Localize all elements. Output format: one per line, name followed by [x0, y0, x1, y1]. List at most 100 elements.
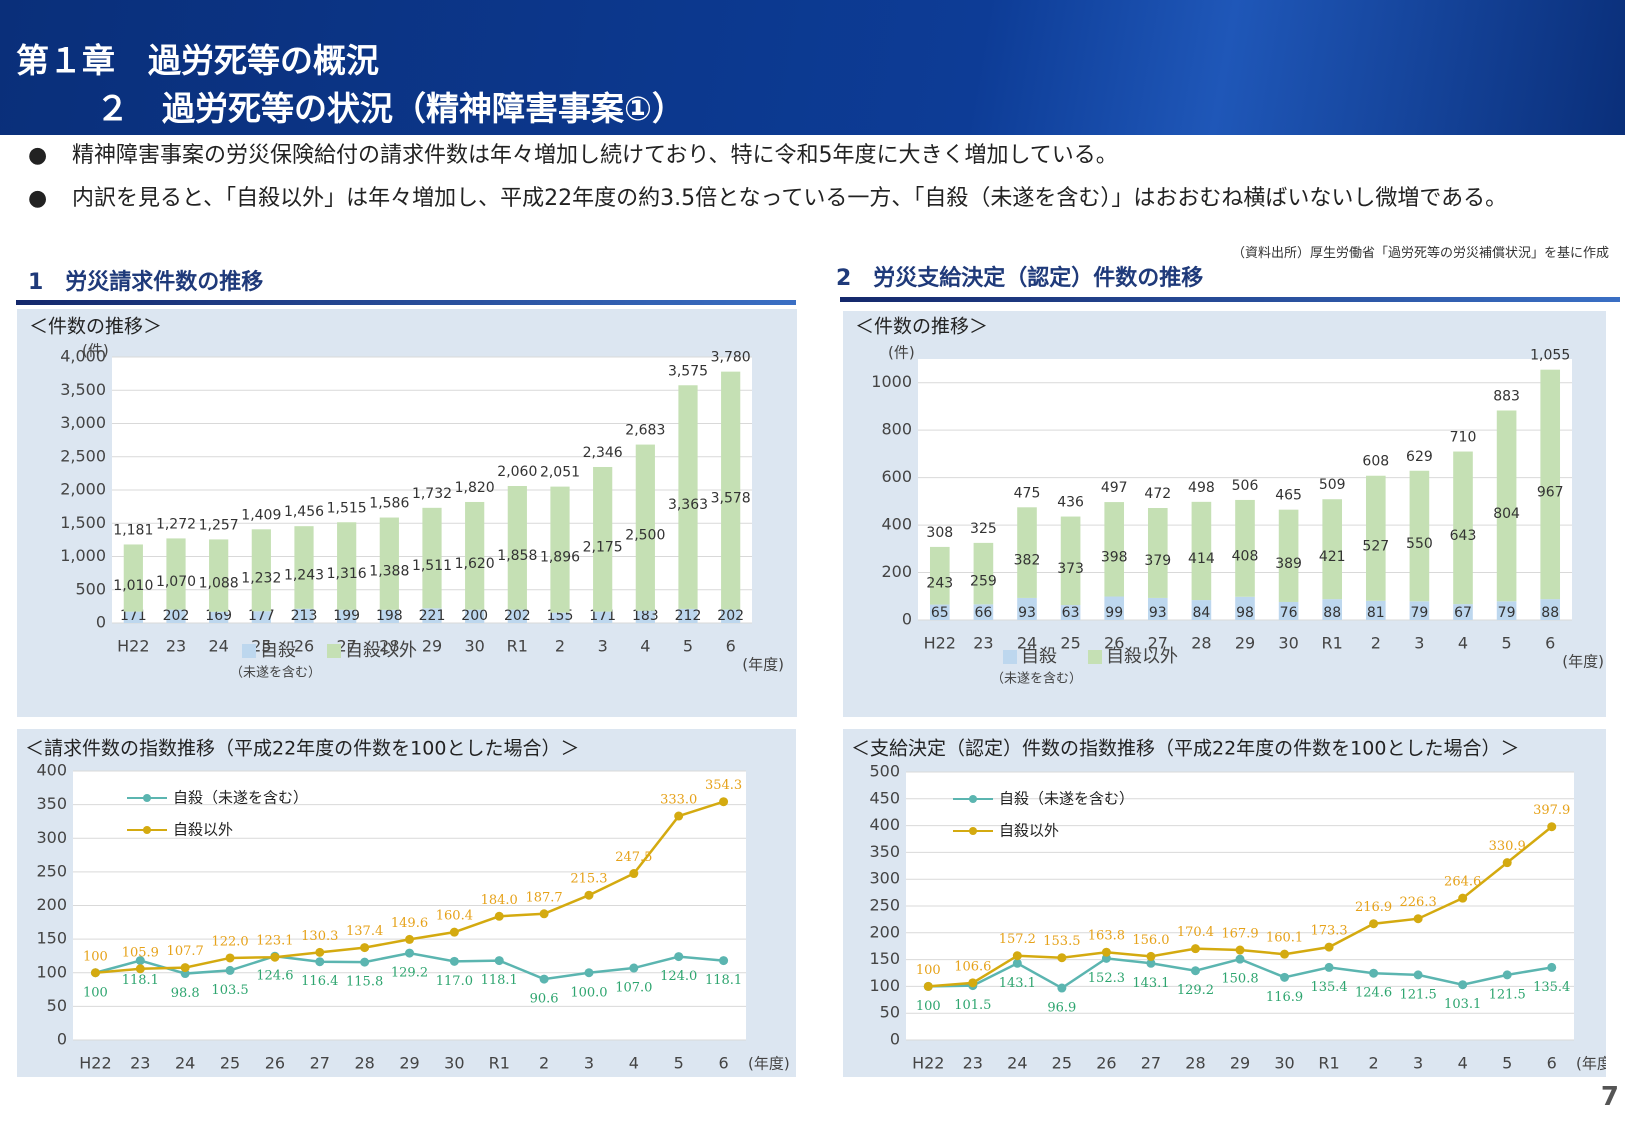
bar-value-label: 213	[291, 608, 318, 624]
bar-segment	[1278, 509, 1299, 602]
bar-segment	[166, 538, 186, 610]
bar-segment	[721, 371, 741, 610]
bar-value-label: 550	[1406, 536, 1433, 552]
bar-segment	[1278, 601, 1299, 620]
x-tick-label: 28	[1191, 634, 1211, 653]
line-point	[923, 981, 933, 991]
chart: ＜請求件数の指数推移（平成22年度の件数を100とした場合）＞ 0 50 100 150…	[17, 729, 796, 1077]
bar-value-label: 183	[632, 608, 659, 624]
bar-value-label: 99	[1105, 605, 1123, 621]
bar-segment	[1060, 516, 1081, 606]
bar-segment	[973, 542, 994, 605]
bar-segment	[1235, 499, 1255, 597]
point-value-label: 100.0	[570, 985, 607, 1000]
bar-value-label: 1,511	[412, 558, 452, 574]
bar-value-label: 202	[504, 608, 531, 624]
bar-value-label: 967	[1537, 484, 1564, 500]
y-tick-label: 2,000	[60, 480, 106, 499]
line-point	[1413, 914, 1423, 924]
bar-value-label: 527	[1362, 538, 1389, 554]
line-point	[719, 956, 729, 966]
bar-value-label: 2,500	[625, 528, 665, 544]
line-point	[584, 890, 594, 900]
header-subtitle: ２ 過労死等の状況（精神障害事案①）	[96, 89, 685, 128]
chart: ＜支給決定（認定）件数の指数推移（平成22年度の件数を100とした場合）＞ 0 50…	[843, 729, 1606, 1077]
line-point	[1101, 947, 1111, 957]
point-value-label: 107.7	[167, 944, 204, 959]
y-tick-label: 350	[869, 842, 900, 861]
bar-segment	[422, 608, 442, 623]
bar-total-label: 3,575	[668, 363, 708, 379]
bar-total-label: 497	[1101, 480, 1128, 496]
point-value-label: 150.8	[1221, 972, 1258, 987]
line-point	[1413, 970, 1423, 980]
line-point	[405, 934, 414, 944]
y-tick-label: 0	[96, 613, 106, 632]
point-value-label: 264.6	[1444, 875, 1481, 890]
bar-segment	[1017, 507, 1037, 598]
point-value-label: 216.9	[1355, 900, 1392, 915]
line-point	[674, 811, 684, 821]
y-unit: (件)	[82, 342, 109, 360]
x-tick-label: 30	[1278, 634, 1298, 653]
line-point	[1190, 966, 1200, 976]
x-tick-label: 6	[718, 1054, 728, 1073]
x-unit: (年度)	[1576, 1055, 1606, 1073]
bar-segment	[1540, 599, 1561, 620]
bar-segment	[1104, 502, 1125, 597]
point-value-label: 121.5	[1400, 987, 1437, 1002]
x-tick-label: R1	[507, 637, 528, 656]
point-value-label: 330.9	[1489, 839, 1526, 854]
line-point	[674, 952, 684, 962]
line-point	[539, 974, 549, 984]
y-tick-label: 1000	[871, 372, 912, 391]
point-value-label: 124.0	[660, 969, 697, 984]
bar-segment	[1540, 369, 1561, 600]
bar-value-label: 379	[1144, 553, 1171, 569]
chart-subtitle: ＜請求件数の指数推移（平成22年度の件数を100とした場合）＞	[25, 738, 579, 760]
section-underline	[16, 300, 796, 305]
bar-segment	[294, 526, 314, 609]
bar-total-label: 1,586	[369, 496, 409, 512]
point-value-label: 103.1	[1444, 997, 1481, 1012]
bar-segment	[1147, 508, 1168, 598]
point-value-label: 100	[916, 999, 941, 1014]
bar-value-label: 171	[120, 608, 147, 624]
x-tick-label: 24	[1017, 634, 1037, 653]
x-tick-label: 24	[208, 637, 228, 656]
bar-value-label: 1,388	[369, 564, 409, 580]
section-title: 1 労災請求件数の推移	[28, 270, 264, 295]
point-value-label: 333.0	[660, 793, 697, 808]
line-point	[180, 963, 190, 973]
line-point	[1190, 944, 1200, 954]
x-tick-label: 27	[336, 637, 356, 656]
bar-value-label: 804	[1493, 506, 1520, 522]
x-tick-label: 3	[598, 637, 608, 656]
point-value-label: 157.2	[999, 932, 1036, 947]
x-tick-label: 26	[1104, 634, 1124, 653]
bar-value-label: 202	[717, 608, 744, 624]
line-point	[225, 953, 235, 963]
line-point	[1012, 951, 1022, 961]
point-value-label: 163.8	[1088, 929, 1125, 944]
x-tick-label: R1	[489, 1054, 510, 1073]
x-tick-label: 2	[539, 1054, 549, 1073]
bar-segment	[209, 611, 229, 623]
bar-total-label: 472	[1144, 486, 1171, 502]
section-title: 2 労災支給決定（認定）件数の推移	[836, 266, 1204, 291]
point-value-label: 98.8	[171, 986, 200, 1001]
bar-segment	[593, 466, 613, 612]
bar-value-label: 1,070	[156, 574, 196, 590]
point-value-label: 118.1	[481, 973, 518, 988]
x-tick-label: H22	[924, 634, 956, 653]
bar-total-label: 883	[1493, 388, 1520, 404]
y-tick-label: 400	[869, 815, 900, 834]
bar-segment	[635, 444, 655, 611]
x-tick-label: 23	[963, 1054, 983, 1073]
legend-label: 自殺	[1021, 646, 1057, 667]
line-point	[1235, 945, 1245, 955]
bar-segment	[1453, 451, 1473, 605]
bar-segment	[1191, 501, 1212, 601]
bar-value-label: 84	[1192, 605, 1210, 621]
